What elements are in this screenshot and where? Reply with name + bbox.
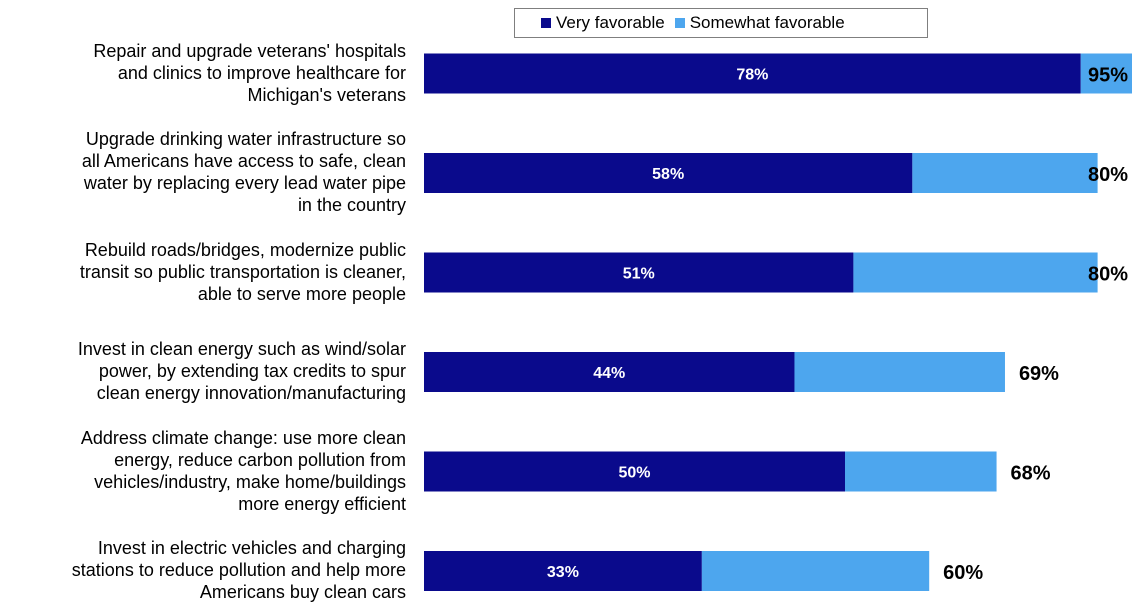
bar-somewhat-favorable [794,352,1005,392]
category-label-line: more energy efficient [238,493,406,514]
category-label-line: in the country [297,195,406,215]
bar-very-favorable [424,352,795,392]
category-label: Upgrade drinking water infrastructure so… [4,128,406,216]
category-label: Repair and upgrade veterans' hospitals an… [4,40,406,106]
category-label-line: Invest in clean energy such as wind/sola… [77,339,406,359]
category-label-line: and clinics to improve healthcare for [117,62,406,83]
category-label-line: water by replacing every lead water pipe [83,173,406,193]
bar-somewhat-favorable [845,451,997,492]
category-label-line: able to serve more people [197,283,406,304]
legend-item-somewhat-favorable: Somewhat favorable [674,13,845,33]
legend-label-somewhat-favorable: Somewhat favorable [689,13,845,32]
category-label-line: stations to reduce pollution and help mo… [71,560,406,580]
category-label-line: vehicles/industry, make home/buildings [94,471,406,492]
category-label-line: Address climate change: use more clean [80,427,406,448]
category-label-line: all Americans have access to safe, clean [81,151,406,171]
total-label: 60% [943,562,983,584]
category-label: Invest in clean energy such as wind/sola… [4,338,406,404]
total-label: 69% [1019,363,1059,385]
category-label: Rebuild roads/bridges, modernize public t… [4,239,406,305]
bar-very-favorable [424,551,702,591]
segment-label: 44% [593,365,625,382]
category-label-line: Upgrade drinking water infrastructure so [85,129,406,149]
total-label: 95% [1088,65,1128,87]
legend-item-very-favorable: Very favorable [541,13,665,33]
category-label-line: Michigan's veterans [247,84,406,105]
total-label: 80% [1088,264,1128,286]
bar-very-favorable [424,252,854,293]
segment-label: 78% [736,67,768,84]
segment-label: 58% [652,166,684,183]
bar-somewhat-favorable [912,153,1098,193]
segment-label: 50% [618,465,650,482]
legend-label-very-favorable: Very favorable [556,13,665,32]
segment-label: 33% [547,564,579,581]
bar-somewhat-favorable [701,551,930,591]
bar-very-favorable [424,53,1081,94]
category-label-line: Invest in electric vehicles and charging [97,538,406,558]
category-label-line: Americans buy clean cars [199,582,406,602]
category-label-line: transit so public transportation is clea… [79,261,406,282]
category-label-line: power, by extending tax credits to spur [98,361,406,381]
category-label-line: energy, reduce carbon pollution from [114,449,406,470]
category-label-line: Repair and upgrade veterans' hospitals [93,40,406,61]
bar-somewhat-favorable [1080,53,1132,94]
category-label-line: Rebuild roads/bridges, modernize public [84,239,406,260]
category-label: Invest in electric vehicles and charging… [4,537,406,603]
legend-swatch-very-favorable [541,18,551,28]
total-label: 68% [1011,463,1051,485]
segment-label: 51% [623,266,655,283]
category-label-line: clean energy innovation/manufacturing [96,383,406,403]
category-label: Address climate change: use more clean en… [4,427,406,515]
legend-swatch-somewhat-favorable [674,18,685,28]
legend: Very favorable Somewhat favorable [514,8,928,38]
total-label: 80% [1088,164,1128,186]
bar-very-favorable [424,153,913,193]
bar-very-favorable [424,451,845,492]
bar-somewhat-favorable [853,252,1098,293]
